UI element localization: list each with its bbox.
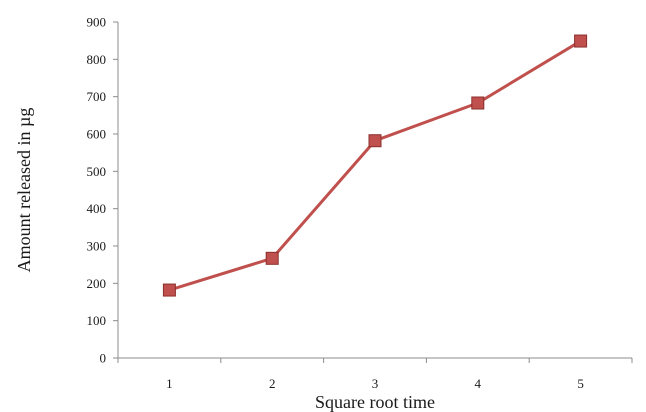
- data-point-marker: [471, 96, 485, 110]
- y-tick-label: 400: [87, 201, 107, 216]
- y-tick-label: 900: [87, 15, 107, 30]
- x-tick-label: 2: [269, 376, 276, 391]
- data-point-marker: [368, 134, 382, 148]
- y-tick-label: 100: [87, 313, 107, 328]
- y-axis-ticks: 0 100 200 300 400 500 600 700 800 900: [87, 15, 118, 366]
- data-point-marker: [162, 283, 176, 297]
- y-tick-label: 500: [87, 164, 107, 179]
- x-axis-title: Square root time: [315, 392, 435, 412]
- y-tick-label: 300: [87, 239, 107, 254]
- series-layer: [162, 34, 588, 297]
- x-tick-label: 4: [475, 376, 482, 391]
- x-tick-label: 1: [166, 376, 173, 391]
- y-axis-title: Amount released in µg: [14, 108, 34, 273]
- y-tick-label: 700: [87, 89, 107, 104]
- data-point-marker: [265, 251, 279, 265]
- x-tick-label: 5: [577, 376, 584, 391]
- y-tick-label: 800: [87, 52, 107, 67]
- series-line: [168, 39, 582, 292]
- y-tick-label: 0: [100, 351, 107, 366]
- data-point-marker: [574, 34, 588, 48]
- y-tick-label: 600: [87, 127, 107, 142]
- x-axis-ticks: 1 2 3 4 5: [117, 358, 633, 391]
- x-tick-label: 3: [372, 376, 379, 391]
- y-tick-label: 200: [87, 276, 107, 291]
